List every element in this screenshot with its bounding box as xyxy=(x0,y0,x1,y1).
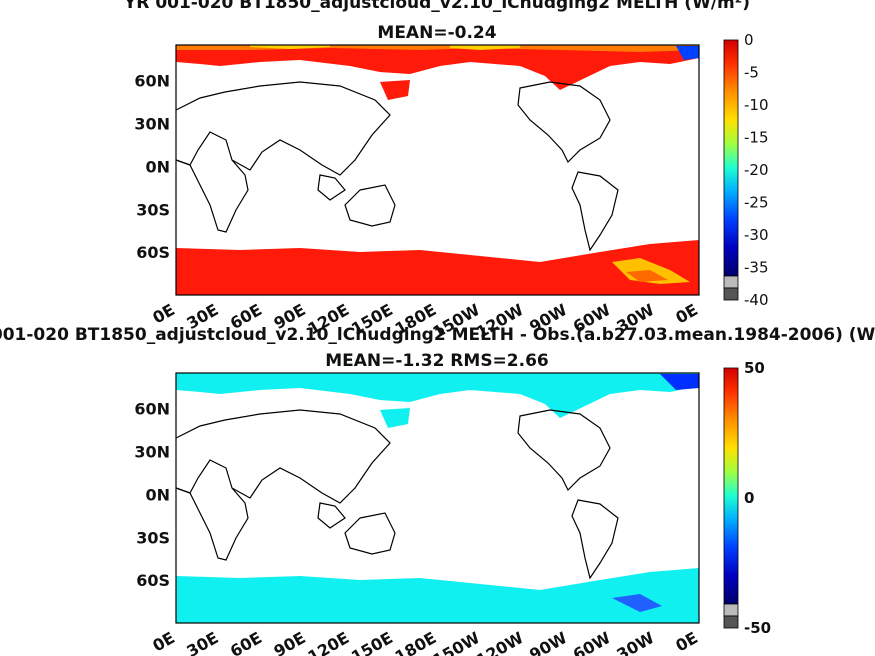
panel-a-frame xyxy=(175,44,700,296)
panel-b-colorbar-under xyxy=(723,603,739,617)
panel-a-colorbar-tick-label: -20 xyxy=(744,161,769,179)
panel-b-lon-tick-label: 60W xyxy=(570,628,614,656)
panel-a-colorbar-missing xyxy=(723,287,739,301)
panel-b-colorbar-tick-label: -50 xyxy=(744,619,771,637)
panel-a-weddell-inner xyxy=(626,270,668,282)
panel-a-colorbar-tick-label: -40 xyxy=(744,291,769,309)
panel-b-coastlines xyxy=(176,409,619,580)
panel-b-subtitle: MEAN=-1.32 RMS=2.66 xyxy=(325,351,549,371)
panel-b-frame xyxy=(175,372,700,624)
panel-b-lon-tick-label: 90W xyxy=(526,628,570,656)
panel-b-arctic-diff xyxy=(176,373,699,418)
panel-a-arctic-yellow xyxy=(250,45,520,50)
panel-a-colorbar-under xyxy=(723,275,739,289)
panel-a-field xyxy=(176,45,699,295)
panel-b-lon-tick-label: 0E xyxy=(149,628,178,655)
panel-a-lat-axis: 60N 30N 0N 30S 60S xyxy=(134,72,170,262)
panel-a-arctic-blue xyxy=(676,46,699,60)
panel-b-lon-tick-label: 30W xyxy=(613,628,657,656)
panel-b-lon-tick-label: 150E xyxy=(348,628,396,656)
panel-b-lon-tick-label: 30E xyxy=(183,628,221,656)
panel-b-okhotsk xyxy=(380,408,410,428)
panel-b-colorbar-tick-label: 50 xyxy=(744,359,765,377)
panel-a-colorbar-tick-label: -10 xyxy=(744,96,769,114)
panel-a-lat-tick-label: 60S xyxy=(136,243,170,262)
panel-a-colorbar-tick-label: -5 xyxy=(744,64,759,82)
panel-b-lat-tick-label: 30S xyxy=(136,528,170,547)
panel-a-colorbar-tick-label: -15 xyxy=(744,129,769,147)
panel-a-colorbar-tick-label: -25 xyxy=(744,194,769,212)
panel-b-colorbar xyxy=(723,367,739,605)
panel-a-colorbar xyxy=(723,39,739,277)
panel-b-lat-tick-label: 30N xyxy=(134,443,170,462)
panel-a-lat-tick-label: 30S xyxy=(136,200,170,219)
panel-a-lat-tick-label: 0N xyxy=(145,157,170,176)
panel-a-antarctic-ice xyxy=(176,240,699,295)
panel-a-lon-tick-label: 0E xyxy=(149,300,178,327)
panel-a-lat-tick-label: 60N xyxy=(134,72,170,91)
panel-b-lat-tick-label: 0N xyxy=(145,485,170,504)
panel-b-lat-tick-label: 60S xyxy=(136,571,170,590)
panel-a-title: YR 001-020 BT1850_adjustcloud_v2.10_lChu… xyxy=(123,0,750,13)
panel-b-colorbar-missing xyxy=(723,615,739,629)
panel-a-arctic-ice xyxy=(176,45,699,90)
panel-b-title: YR 001-020 BT1850_adjustcloud_v2.10_lChu… xyxy=(0,325,875,345)
panel-a-colorbar-tick-label: -35 xyxy=(744,259,769,277)
panel-b-weddell xyxy=(612,594,662,612)
panel-b-lon-tick-label: 90E xyxy=(270,628,308,656)
panel-a-coastlines xyxy=(176,81,619,252)
panel-b-field xyxy=(176,373,699,623)
panel-b-colorbar-tick-label: 0 xyxy=(744,489,754,507)
panel-a-lat-tick-label: 30N xyxy=(134,115,170,134)
panel-b-arctic-blue xyxy=(660,374,699,390)
panel-b-lon-tick-label: 0E xyxy=(672,628,701,655)
panel-b-lon-tick-label: 120E xyxy=(304,628,352,656)
panel-a-colorbar-tick-label: 0 xyxy=(744,31,754,49)
panel-a-subtitle: MEAN=-0.24 xyxy=(377,23,496,43)
panel-b-colorbar-ticks: 50 0 -50 xyxy=(744,359,771,637)
panel-b-lon-tick-label: 60E xyxy=(227,628,265,656)
panel-a-colorbar-tick-label: -30 xyxy=(744,226,769,244)
panel-b-lat-axis: 60N 30N 0N 30S 60S xyxy=(134,400,170,590)
panel-a-colorbar-ticks: 0 -5 -10 -15 -20 -25 -30 -35 -40 xyxy=(744,31,769,309)
panel-a-lon-tick-label: 0E xyxy=(672,300,701,327)
panel-b-antarctic-diff xyxy=(176,568,699,623)
panel-a-okhotsk xyxy=(380,80,410,100)
panel-b-lat-tick-label: 60N xyxy=(134,400,170,419)
